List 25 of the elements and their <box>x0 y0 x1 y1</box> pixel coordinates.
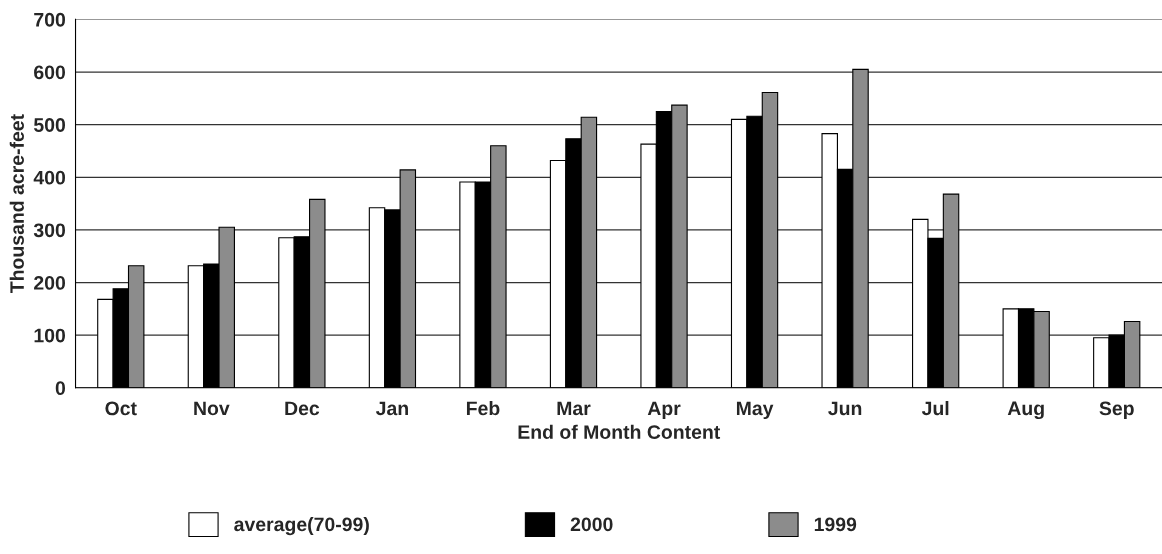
y-axis-title: Thousand acre-feet <box>9 114 24 294</box>
x-tick-label: Jul <box>921 400 949 416</box>
x-tick-label: May <box>736 401 774 420</box>
x-tick-label: Aug <box>1007 401 1044 420</box>
x-tick-label: Jan <box>375 401 408 416</box>
x-tick-label: Oct <box>105 401 137 416</box>
x-tick-label: Apr <box>647 401 681 420</box>
y-tick-label: 300 <box>33 223 66 238</box>
legend-label: 2000 <box>570 517 613 532</box>
y-tick-label: 600 <box>34 65 66 80</box>
y-tick-label: 500 <box>33 118 66 132</box>
y-tick-label: 0 <box>55 381 66 396</box>
y-tick-label: 200 <box>34 276 66 290</box>
x-tick-label: Jun <box>828 401 862 416</box>
x-axis-title: End of Month Content <box>518 424 721 439</box>
x-tick-label: Feb <box>466 400 500 416</box>
y-tick-label: 700 <box>34 12 66 27</box>
legend-label: average(70-99) <box>234 516 369 536</box>
y-tick-label: 100 <box>34 328 66 343</box>
legend-label: 1999 <box>814 517 857 532</box>
x-tick-label: Dec <box>285 401 320 416</box>
x-tick-label: Nov <box>194 401 230 416</box>
y-tick-label: 400 <box>33 170 66 185</box>
x-tick-label: Mar <box>557 401 591 416</box>
x-tick-label: Sep <box>1099 401 1134 420</box>
